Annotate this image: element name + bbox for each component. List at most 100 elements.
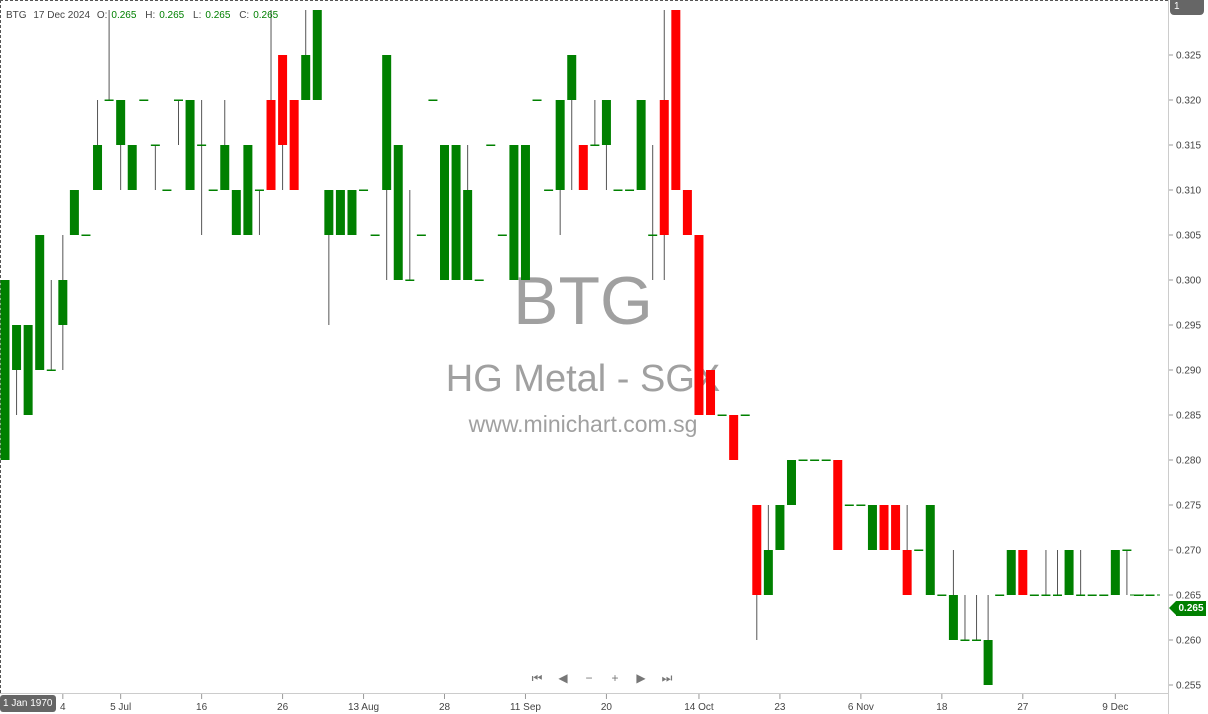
y-tick-label: 0.290 [1176,366,1201,377]
candle-doji [856,504,866,506]
candle-doji [1076,594,1086,596]
candle-doji [1029,594,1039,596]
candle-doji [150,144,160,146]
first-icon[interactable]: ⏮ [531,671,543,685]
watermark-site: www.minichart.com.sg [468,411,698,437]
candle-doji [740,414,750,416]
candle-up [775,505,785,550]
candle-up [382,55,392,190]
candle-up [393,145,403,280]
candle-up [451,145,461,280]
candle-up [127,145,137,190]
legend-open: 0.265 [111,10,137,21]
y-tick-label: 0.260 [1176,636,1201,647]
candle-up [23,325,33,415]
candle-down [694,235,704,415]
candle-up [763,550,773,595]
candle-down [833,460,843,550]
candle-up [35,235,45,370]
candle-down [902,550,912,595]
candle-up [463,190,473,280]
candle-up [925,505,935,595]
next-icon[interactable]: ▶ [636,671,646,685]
candle-up [0,280,10,460]
candle-doji [717,414,727,416]
chart-number-badge[interactable]: 1 [1170,0,1204,15]
zoom-in-icon[interactable]: + [611,671,619,685]
candle-doji [798,459,808,461]
candle-up [243,145,253,235]
candle-doji [405,279,415,281]
legend-date: 17 Dec 2024 [33,10,91,21]
candle-up [93,145,103,190]
y-tick-label: 0.295 [1176,321,1201,332]
x-tick-label: 11 Sep [510,702,541,713]
x-tick-label: 27 [1017,702,1029,713]
y-tick-label: 0.305 [1176,231,1201,242]
candle-down [278,55,288,145]
candle-up [1110,550,1120,595]
candle-down [671,10,681,190]
candle-doji [1041,594,1051,596]
candle-down [752,505,762,595]
candle-doji [821,459,831,461]
candle-up [948,595,958,640]
candle-up [347,190,357,235]
candle-up [324,190,334,235]
candle-up [567,55,577,100]
legend-open-label: O: [96,10,108,21]
candle-doji [139,99,149,101]
candle-up [301,55,311,100]
candle-doji [914,549,924,551]
candle-doji [1053,594,1063,596]
zoom-out-icon[interactable]: − [585,671,593,685]
candle-doji [613,189,623,191]
x-tick-label: 9 Dec [1102,702,1128,713]
candle-up [555,100,565,190]
ohlc-legend: BTG 17 Dec 2024 O: 0.265 H: 0.265 L: 0.265 … [6,10,284,21]
watermark-ticker: BTG [513,263,653,339]
candle-doji [1122,549,1132,551]
candle-doji [428,99,438,101]
y-tick-label: 0.265 [1176,591,1201,602]
candle-down [891,505,901,550]
y-tick-label: 0.275 [1176,501,1201,512]
candle-up [509,145,519,280]
last-icon[interactable]: ⏭ [661,671,673,685]
x-tick-label: 26 [277,702,289,713]
candle-down [1018,550,1028,595]
candle-doji [162,189,172,191]
candle-down [879,505,889,550]
y-tick-label: 0.320 [1176,96,1201,107]
candle-doji [197,144,207,146]
candle-doji [497,234,507,236]
candle-doji [46,369,56,371]
y-tick-label: 0.315 [1176,141,1201,152]
y-tick-label: 0.285 [1176,411,1201,422]
prev-icon[interactable]: ◀ [558,671,568,685]
candle-up [1064,550,1074,595]
candle-up [1006,550,1016,595]
candle-up [220,145,230,190]
x-tick-label: 23 [774,702,786,713]
crosshair-date-label: 1 Jan 1970 [0,695,56,712]
x-tick-label: 18 [936,702,948,713]
candle-doji [810,459,820,461]
legend-low: 0.265 [205,10,231,21]
candle-up [58,280,68,325]
legend-close: 0.265 [253,10,279,21]
candle-doji [844,504,854,506]
candle-doji [104,99,114,101]
x-tick-label: 28 [439,702,451,713]
candle-up [786,460,796,505]
candle-doji [960,639,970,641]
candle-up [983,640,993,685]
candle-up [312,10,322,100]
candle-doji [972,639,982,641]
candle-down [706,370,716,415]
x-tick-label: 4 [60,702,66,713]
candle-up [867,505,877,550]
candle-doji [1133,594,1143,596]
candle-doji [1099,594,1109,596]
